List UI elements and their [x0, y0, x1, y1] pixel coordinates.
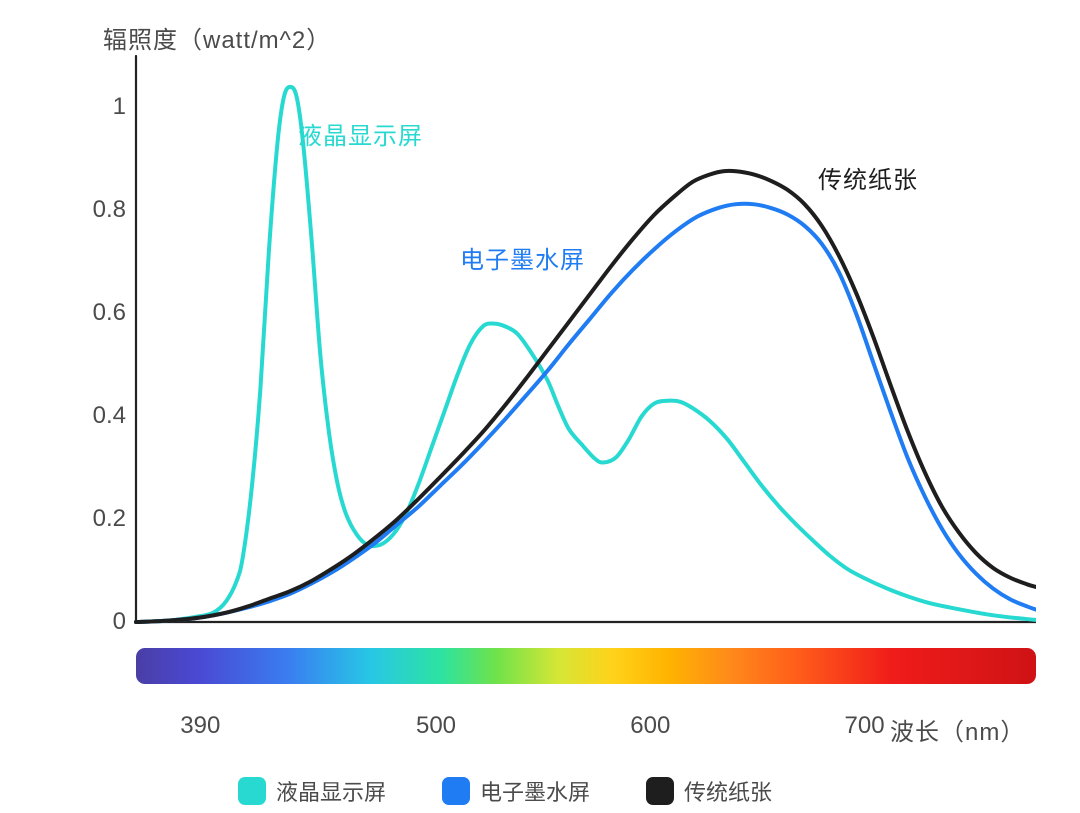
legend-label-paper: 传统纸张	[684, 775, 772, 807]
y-tick-label: 0.4	[46, 402, 126, 430]
x-tick-label: 390	[180, 712, 220, 740]
series-label-paper: 传统纸张	[818, 160, 918, 195]
x-axis-title: 波长（nm）	[890, 712, 1025, 747]
x-tick-label: 700	[845, 712, 885, 740]
legend-swatch-eink	[442, 777, 470, 805]
y-tick-label: 0.2	[46, 505, 126, 533]
legend-item-eink: 电子墨水屏	[442, 775, 590, 807]
spectrum-chart-figure: 辐照度（watt/m^2） 波长（nm） 液晶显示屏电子墨水屏传统纸张 00.2…	[0, 0, 1080, 813]
y-tick-label: 1	[46, 93, 126, 121]
visible-spectrum-bar	[136, 648, 1036, 684]
x-tick-label: 600	[630, 712, 670, 740]
legend-item-lcd: 液晶显示屏	[238, 775, 386, 807]
x-tick-label: 500	[416, 712, 456, 740]
plot-svg	[0, 0, 1036, 628]
legend: 液晶显示屏 电子墨水屏 传统纸张	[238, 775, 772, 807]
legend-swatch-lcd	[238, 777, 266, 805]
series-label-eink: 电子墨水屏	[460, 240, 585, 275]
legend-label-lcd: 液晶显示屏	[276, 775, 386, 807]
legend-label-eink: 电子墨水屏	[480, 775, 590, 807]
series-label-lcd: 液晶显示屏	[298, 116, 423, 151]
y-tick-label: 0	[46, 608, 126, 636]
legend-item-paper: 传统纸张	[646, 775, 772, 807]
y-tick-label: 0.6	[46, 299, 126, 327]
y-tick-label: 0.8	[46, 196, 126, 224]
plot-area	[0, 0, 1036, 622]
legend-swatch-paper	[646, 777, 674, 805]
